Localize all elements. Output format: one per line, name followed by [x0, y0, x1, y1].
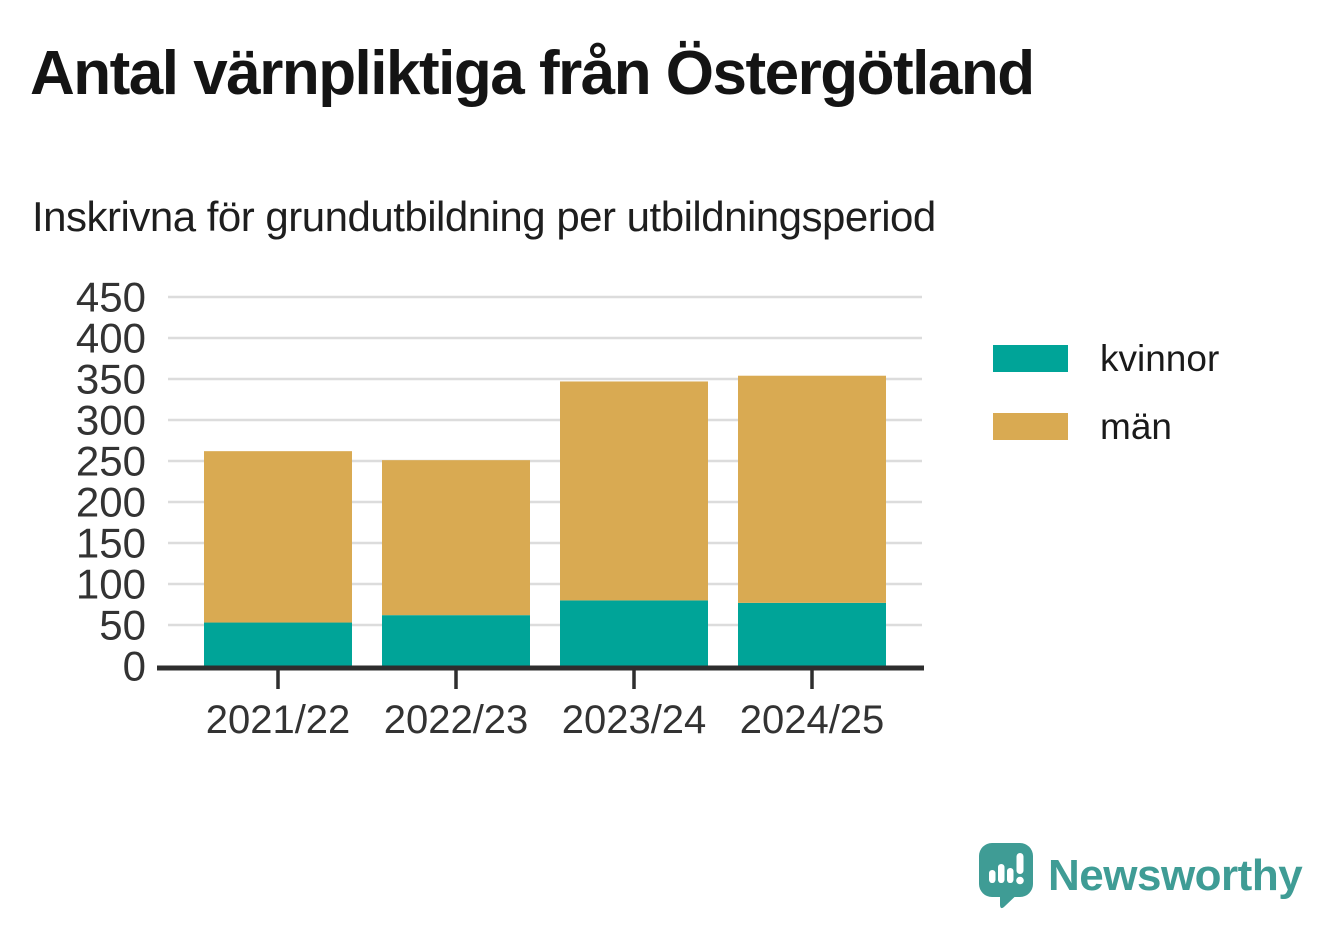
y-axis-tick-label: 50: [99, 602, 146, 649]
y-axis-tick-label: 100: [76, 561, 146, 608]
bar-segment-män-2021/22: [204, 451, 352, 623]
legend: kvinnor män: [993, 340, 1219, 445]
legend-swatch: [993, 413, 1068, 440]
x-axis-tick-label: 2022/23: [384, 698, 529, 742]
y-axis-tick-label: 200: [76, 479, 146, 526]
brand-footer: Newsworthy: [978, 842, 1303, 909]
chart-title: Antal värnpliktiga från Östergötland: [30, 39, 1035, 108]
y-axis-tick-label: 300: [76, 397, 146, 444]
bar-segment-kvinnor-2022/23: [382, 615, 530, 666]
legend-label: kvinnor: [1100, 338, 1220, 379]
bar-segment-män-2022/23: [382, 460, 530, 616]
bar-segment-kvinnor-2024/25: [738, 602, 886, 666]
legend-item-kvinnor: kvinnor: [993, 340, 1219, 377]
bar-segment-kvinnor-2023/24: [560, 600, 708, 666]
bar-segment-kvinnor-2021/22: [204, 622, 352, 666]
newsworthy-logo-icon: [979, 843, 1033, 909]
y-axis-tick-label: 150: [76, 520, 146, 567]
x-axis-tick-label: 2021/22: [206, 698, 351, 742]
x-axis-tick-label: 2024/25: [740, 698, 885, 742]
y-axis-tick-label: 450: [76, 275, 146, 321]
bar-segment-män-2023/24: [560, 381, 708, 601]
bar-segment-män-2024/25: [738, 375, 886, 603]
y-axis-tick-label: 0: [123, 643, 146, 690]
legend-swatch: [993, 345, 1068, 372]
brand-name: Newsworthy: [1048, 850, 1303, 900]
y-axis-tick-label: 400: [76, 315, 146, 362]
x-axis-tick-label: 2023/24: [562, 698, 707, 742]
y-axis-tick-label: 350: [76, 356, 146, 403]
y-axis-tick-label: 250: [76, 438, 146, 485]
chart-subtitle: Inskrivna för grundutbildning per utbild…: [32, 193, 936, 240]
legend-item-män: män: [993, 408, 1219, 445]
legend-label: män: [1100, 406, 1172, 447]
